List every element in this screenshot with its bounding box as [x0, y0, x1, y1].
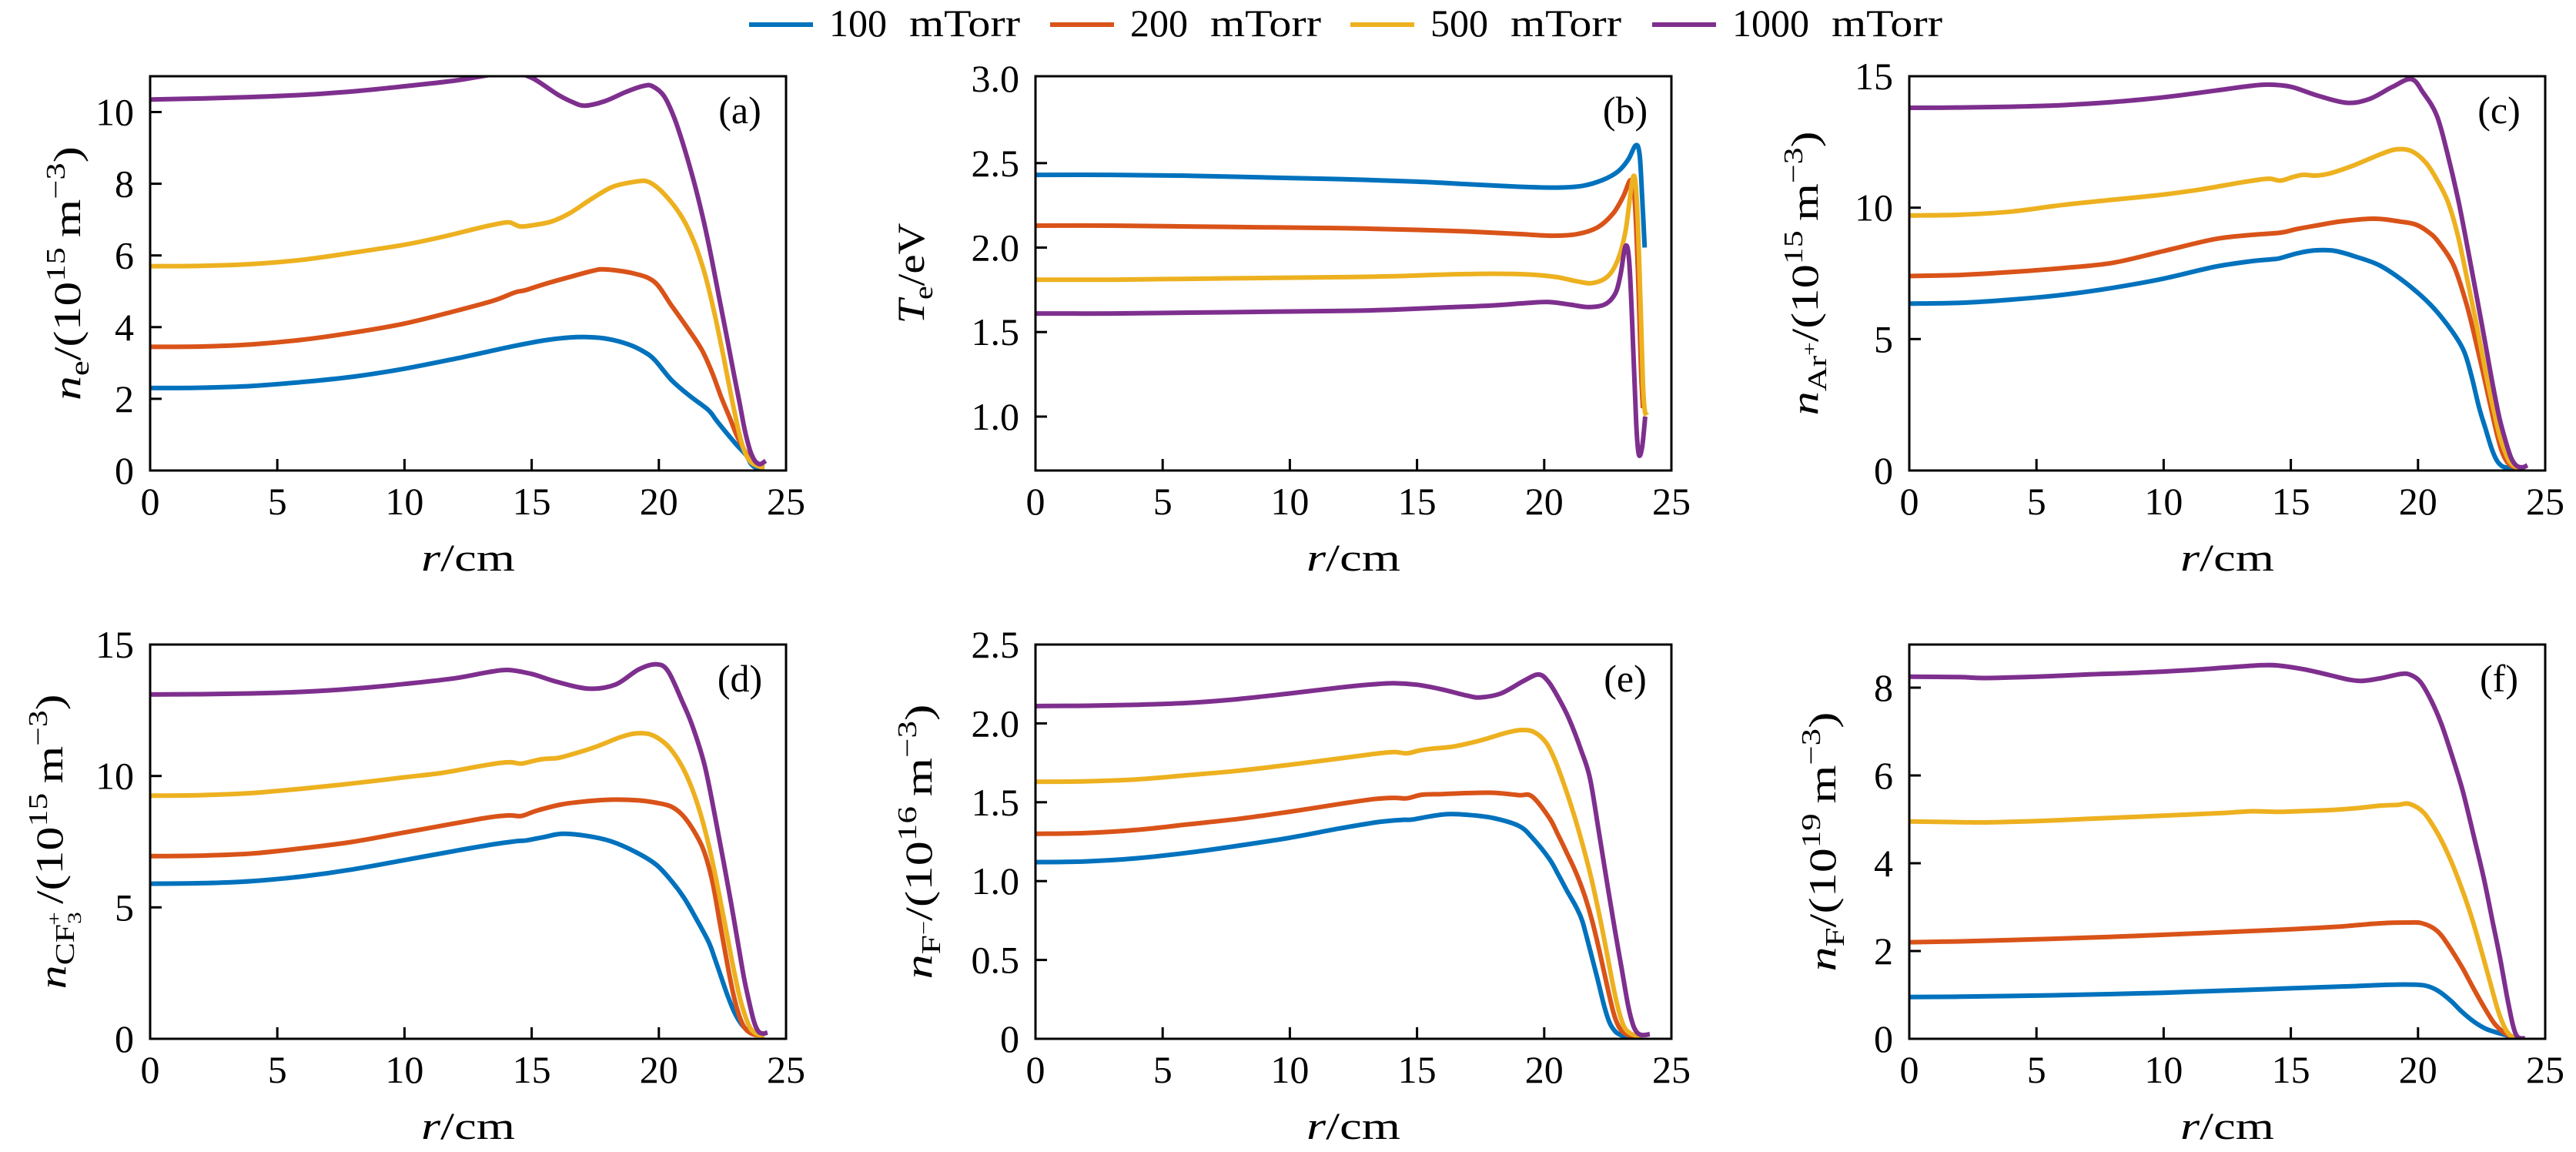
svg-text:0: 0	[1874, 1017, 1893, 1060]
svg-text:(c): (c)	[2477, 89, 2521, 132]
svg-text:nF/(1019 m−3): nF/(1019 m−3)	[1796, 712, 1850, 972]
svg-text:25: 25	[1652, 480, 1691, 523]
svg-text:15: 15	[95, 623, 134, 666]
svg-text:10: 10	[2144, 1048, 2183, 1091]
svg-text:15: 15	[2272, 480, 2310, 523]
svg-text:1.0: 1.0	[972, 395, 1020, 438]
svg-text:2.5: 2.5	[972, 142, 1020, 185]
svg-text:5: 5	[115, 886, 134, 929]
svg-text:20: 20	[2399, 480, 2437, 523]
svg-text:5: 5	[1874, 317, 1893, 360]
svg-text:2: 2	[115, 377, 134, 420]
svg-text:20: 20	[640, 480, 678, 523]
svg-text:10: 10	[385, 480, 423, 523]
svg-text:25: 25	[2526, 480, 2564, 523]
svg-text:25: 25	[767, 1048, 805, 1091]
svg-text:4: 4	[115, 306, 134, 349]
svg-text:20: 20	[1525, 1048, 1564, 1091]
svg-text:20: 20	[640, 1048, 678, 1091]
svg-text:5: 5	[268, 1048, 287, 1091]
svg-text:1.5: 1.5	[972, 310, 1020, 353]
svg-text:r/cm: r/cm	[1306, 1104, 1400, 1147]
svg-text:6: 6	[115, 234, 134, 277]
svg-text:10: 10	[1270, 480, 1309, 523]
svg-text:2.5: 2.5	[972, 623, 1020, 666]
svg-text:(f): (f)	[2480, 657, 2518, 700]
svg-text:25: 25	[2526, 1048, 2564, 1091]
svg-text:r/cm: r/cm	[1306, 536, 1400, 579]
svg-text:0.5: 0.5	[972, 939, 1020, 982]
svg-text:6: 6	[1874, 754, 1893, 797]
svg-text:10: 10	[95, 755, 134, 798]
svg-text:0: 0	[1026, 1048, 1045, 1091]
svg-text:25: 25	[1652, 1048, 1691, 1091]
svg-text:3.0: 3.0	[972, 57, 1020, 100]
svg-text:r/cm: r/cm	[2180, 1104, 2274, 1147]
svg-text:(e): (e)	[1604, 657, 1647, 700]
svg-text:ne/(1015 m−3): ne/(1015 m−3)	[41, 146, 95, 400]
svg-text:20: 20	[2399, 1048, 2437, 1091]
svg-text:r/cm: r/cm	[2180, 536, 2274, 579]
svg-text:nCF3+ /(1015 m−3): nCF3+ /(1015 m−3)	[23, 695, 85, 990]
svg-text:1.5: 1.5	[972, 781, 1020, 824]
svg-text:5: 5	[2027, 480, 2046, 523]
svg-text:5: 5	[268, 480, 287, 523]
svg-text:0: 0	[115, 1017, 134, 1060]
svg-text:r/cm: r/cm	[421, 536, 515, 579]
svg-text:20: 20	[1525, 480, 1564, 523]
svg-text:0: 0	[141, 1048, 160, 1091]
svg-text:15: 15	[2272, 1048, 2310, 1091]
svg-text:10: 10	[2144, 480, 2183, 523]
svg-text:0: 0	[1900, 480, 1919, 523]
svg-text:2.0: 2.0	[972, 226, 1020, 270]
svg-text:4: 4	[1874, 842, 1893, 885]
svg-text:(a): (a)	[718, 89, 761, 132]
svg-text:25: 25	[767, 480, 805, 523]
svg-text:8: 8	[1874, 666, 1893, 709]
svg-text:10: 10	[1270, 1048, 1309, 1091]
svg-text:15: 15	[1398, 480, 1437, 523]
svg-text:0: 0	[1026, 480, 1045, 523]
svg-text:nAr+/(1015 m−3): nAr+/(1015 m−3)	[1778, 131, 1832, 415]
svg-text:0: 0	[1000, 1017, 1019, 1060]
svg-text:2.0: 2.0	[972, 702, 1020, 745]
svg-text:5: 5	[2027, 1048, 2046, 1091]
svg-text:1.0: 1.0	[972, 859, 1020, 903]
svg-text:(d): (d)	[718, 657, 762, 700]
svg-text:Te/eV: Te/eV	[889, 223, 938, 324]
svg-text:10: 10	[1855, 186, 1893, 229]
svg-text:(b): (b)	[1603, 89, 1648, 132]
svg-text:8: 8	[115, 162, 134, 206]
svg-text:15: 15	[513, 1048, 551, 1091]
svg-text:5: 5	[1153, 480, 1173, 523]
svg-text:0: 0	[1900, 1048, 1919, 1091]
svg-text:0: 0	[141, 480, 160, 523]
svg-text:nF−/(1016 m−3): nF−/(1016 m−3)	[892, 705, 946, 980]
svg-text:15: 15	[1855, 55, 1893, 98]
svg-text:15: 15	[1398, 1048, 1437, 1091]
svg-text:0: 0	[1874, 449, 1893, 492]
svg-text:0: 0	[115, 449, 134, 492]
svg-text:r/cm: r/cm	[421, 1104, 515, 1147]
svg-text:10: 10	[385, 1048, 423, 1091]
svg-text:5: 5	[1153, 1048, 1173, 1091]
svg-text:2: 2	[1874, 929, 1893, 973]
svg-text:15: 15	[513, 480, 551, 523]
svg-text:10: 10	[95, 91, 134, 134]
